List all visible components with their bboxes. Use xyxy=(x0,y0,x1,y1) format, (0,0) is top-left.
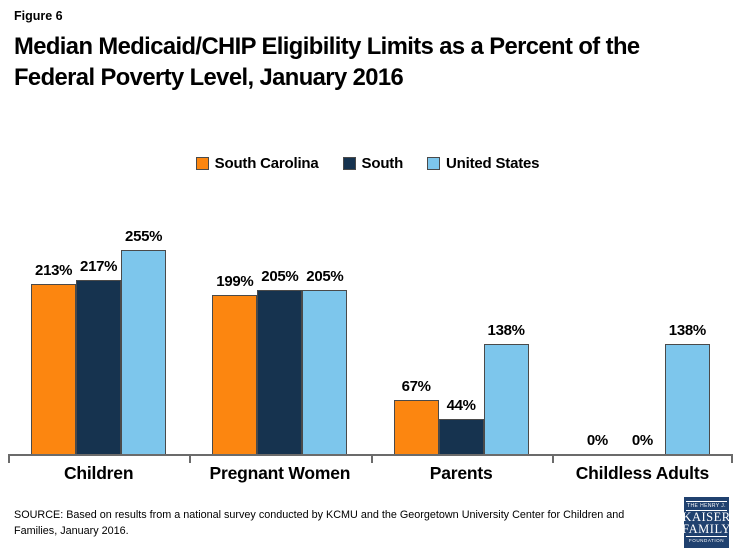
bar-value-label-south-carolina-children: 213% xyxy=(35,262,73,279)
source-note: SOURCE: Based on results from a national… xyxy=(14,509,625,537)
bar-slot-south-carolina-pregnant-women: 199% xyxy=(212,273,258,454)
logo-line-henry-j: THE HENRY J. xyxy=(686,501,727,511)
chart-title-line-2: Federal Poverty Level, January 2016 xyxy=(14,64,404,91)
legend-swatch-south-carolina xyxy=(195,157,209,170)
bar-value-label-united-states-parents: 138% xyxy=(487,322,525,339)
bar-slot-south-pregnant-women: 205% xyxy=(257,268,303,454)
chart-legend: South Carolina South United States xyxy=(0,155,735,172)
category-labels-row: Children Pregnant Women Parents Childless A… xyxy=(8,463,733,484)
figure-label: Figure 6 xyxy=(14,9,63,23)
axis-tick xyxy=(189,456,191,463)
bar-slot-united-states-childless-adults: 138% xyxy=(664,322,710,454)
axis-tick xyxy=(552,456,554,463)
bar-united-states-childless-adults xyxy=(664,344,710,454)
bar-slot-united-states-pregnant-women: 205% xyxy=(302,268,348,454)
bar-value-label-united-states-childless-adults: 138% xyxy=(668,322,706,339)
category-label-pregnant-women: Pregnant Women xyxy=(209,463,351,483)
bar-slot-south-parents: 44% xyxy=(438,397,484,454)
bar-group-pregnant-women: 199% 205% 205% xyxy=(189,268,370,454)
bar-united-states-parents xyxy=(483,344,529,454)
legend-label-south: South xyxy=(361,155,404,172)
legend-item-united-states: United States xyxy=(427,155,540,172)
bar-south-carolina-pregnant-women xyxy=(212,295,258,454)
legend-swatch-united-states xyxy=(427,157,441,170)
logo-line-kaiser: KAISER xyxy=(682,510,731,524)
bar-value-label-south-carolina-parents: 67% xyxy=(401,378,431,395)
logo-line-foundation: FOUNDATION xyxy=(686,536,727,544)
bar-slot-south-childless-adults: 0% xyxy=(620,432,665,454)
legend-label-south-carolina: South Carolina xyxy=(214,155,319,172)
bar-group-childless-adults: 0% 0% 138% xyxy=(552,322,733,454)
bar-value-label-south-childless-adults: 0% xyxy=(631,432,653,449)
bar-value-label-south-carolina-pregnant-women: 199% xyxy=(216,273,254,290)
category-label-children: Children xyxy=(63,463,134,483)
axis-tick xyxy=(8,456,10,463)
bar-value-label-south-parents: 44% xyxy=(446,397,476,414)
bar-united-states-children xyxy=(121,250,167,454)
axis-tick xyxy=(371,456,373,463)
kaiser-family-foundation-logo: THE HENRY J. KAISER FAMILY FOUNDATION xyxy=(682,497,731,548)
bar-south-children xyxy=(76,280,122,454)
bar-value-label-united-states-children: 255% xyxy=(125,228,163,245)
bar-slot-united-states-children: 255% xyxy=(121,228,167,454)
chart-title-line-1: Median Medicaid/CHIP Eligibility Limits … xyxy=(14,33,640,60)
bar-slot-south-carolina-childless-adults: 0% xyxy=(575,432,620,454)
x-axis-line xyxy=(8,454,733,456)
bar-south-carolina-children xyxy=(31,284,77,454)
bar-group-parents: 67% 44% 138% xyxy=(371,322,552,454)
bar-value-label-south-children: 217% xyxy=(80,258,118,275)
category-label-childless-adults: Childless Adults xyxy=(575,463,709,483)
x-axis-ticks xyxy=(8,456,733,463)
bar-value-label-south-carolina-childless-adults: 0% xyxy=(586,432,608,449)
bar-united-states-pregnant-women xyxy=(302,290,348,454)
bar-slot-south-carolina-children: 213% xyxy=(31,262,77,454)
bar-south-parents xyxy=(438,419,484,454)
legend-label-united-states: United States xyxy=(446,155,540,172)
bar-groups: 213% 217% 255% 199% 205% 205% 67% 44% 138% 0% 0% 13… xyxy=(8,200,733,454)
bar-south-carolina-parents xyxy=(393,400,439,454)
bar-value-label-south-pregnant-women: 205% xyxy=(261,268,299,285)
chart-title: Median Medicaid/CHIP Eligibility Limits … xyxy=(14,31,640,93)
bar-value-label-united-states-pregnant-women: 205% xyxy=(306,268,344,285)
legend-item-south-carolina: South Carolina xyxy=(195,155,319,172)
category-label-parents: Parents xyxy=(429,463,493,483)
bar-south-pregnant-women xyxy=(257,290,303,454)
axis-tick xyxy=(731,456,733,463)
plot-area: 213% 217% 255% 199% 205% 205% 67% 44% 138% 0% 0% 13… xyxy=(8,200,733,454)
legend-swatch-south xyxy=(342,157,356,170)
bar-slot-united-states-parents: 138% xyxy=(483,322,529,454)
bar-slot-south-children: 217% xyxy=(76,258,122,454)
legend-item-south: South xyxy=(342,155,404,172)
logo-line-family: FAMILY xyxy=(682,522,731,536)
bar-group-children: 213% 217% 255% xyxy=(8,228,189,454)
bar-slot-south-carolina-parents: 67% xyxy=(393,378,439,454)
